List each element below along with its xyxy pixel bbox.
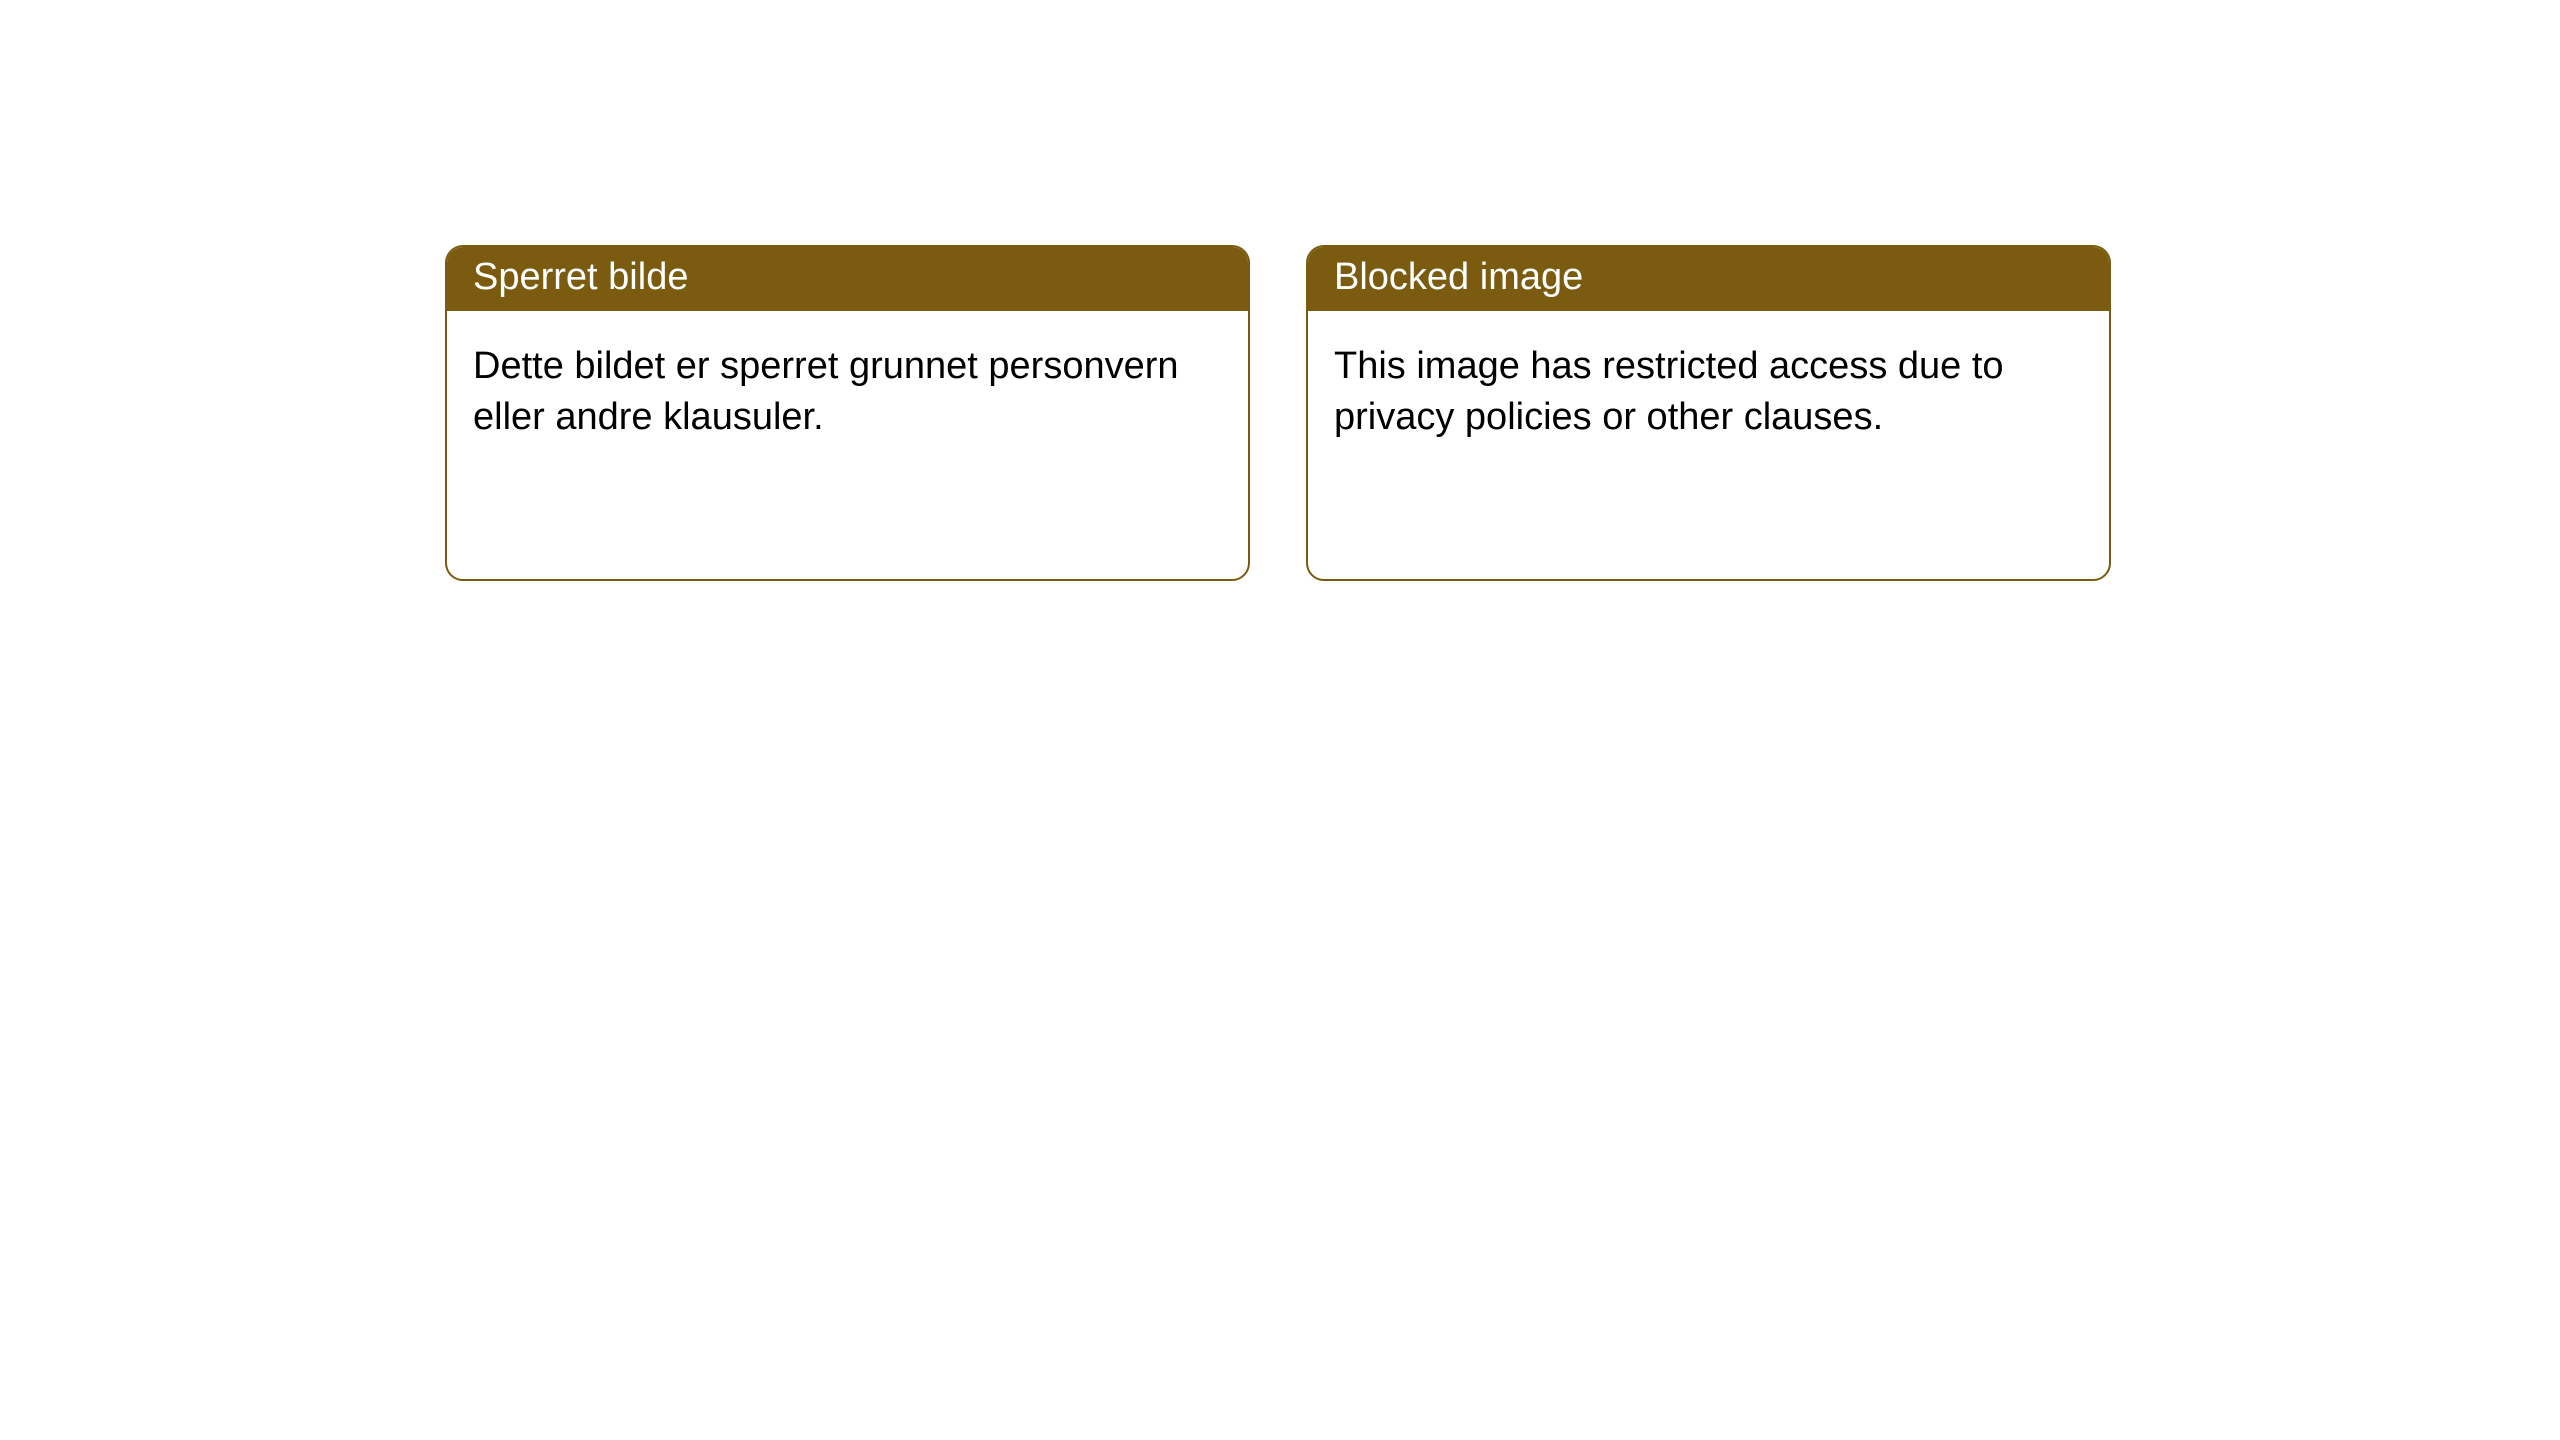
notice-body-english: This image has restricted access due to … [1308,311,2109,474]
notice-container: Sperret bilde Dette bildet er sperret gr… [0,0,2560,581]
notice-header-norwegian: Sperret bilde [447,247,1248,311]
notice-card-english: Blocked image This image has restricted … [1306,245,2111,581]
notice-header-english: Blocked image [1308,247,2109,311]
notice-card-norwegian: Sperret bilde Dette bildet er sperret gr… [445,245,1250,581]
notice-body-norwegian: Dette bildet er sperret grunnet personve… [447,311,1248,474]
